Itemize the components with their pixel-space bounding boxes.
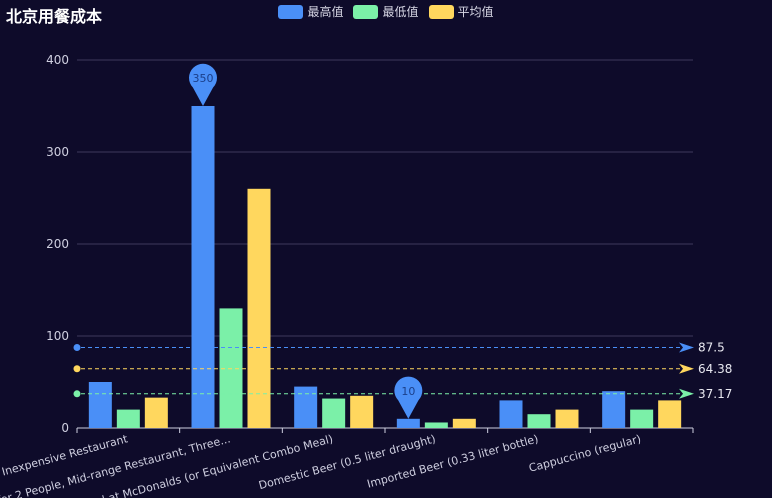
bar-min: [116, 409, 140, 428]
x-tick-label: Imported Beer (0.33 liter bottle): [366, 432, 540, 490]
legend-label-min: 最低值: [382, 5, 419, 19]
x-tick-label: Domestic Beer (0.5 liter draught): [257, 432, 437, 492]
mark-line-start-dot: [73, 390, 81, 398]
bar-avg: [247, 188, 271, 428]
bar-avg: [144, 397, 168, 428]
legend-swatch-max: [278, 4, 304, 19]
bar-max: [602, 391, 626, 428]
legend-item-min[interactable]: 最低值: [353, 3, 419, 20]
mark-point-pin: [189, 63, 218, 106]
bar-max: [294, 386, 318, 428]
legend-swatch-avg: [428, 4, 454, 19]
x-tick-label: Cappuccino (regular): [527, 432, 642, 474]
bar-max: [396, 418, 420, 428]
legend: 最高值 最低值 平均值: [0, 3, 772, 20]
bar-min: [527, 414, 551, 428]
mark-line-arrow: [679, 388, 694, 399]
mark-line-start-dot: [73, 365, 81, 373]
bar-min: [322, 398, 346, 428]
bar-avg: [658, 400, 682, 428]
mark-line-label: 37.17: [698, 387, 732, 401]
bar-max: [191, 106, 215, 428]
mark-point-label: 350: [193, 72, 214, 85]
legend-swatch-min: [353, 4, 379, 19]
y-tick-label: 400: [46, 53, 69, 67]
bar-avg: [452, 418, 476, 428]
bar-max: [88, 382, 112, 428]
legend-item-max[interactable]: 最高值: [278, 3, 343, 20]
y-tick-label: 200: [46, 237, 69, 251]
bar-max: [499, 400, 523, 428]
y-tick-label: 100: [46, 329, 69, 343]
bar-avg: [555, 409, 579, 428]
legend-label-max: 最高值: [307, 5, 344, 19]
legend-item-avg[interactable]: 平均值: [428, 3, 494, 20]
mark-line-arrow: [679, 342, 694, 353]
bar-min: [424, 422, 448, 428]
y-tick-label: 300: [46, 145, 69, 159]
mark-line-arrow: [679, 363, 694, 374]
bar-avg: [350, 395, 374, 428]
mark-line-start-dot: [73, 344, 81, 351]
chart-title: 北京用餐成本: [6, 7, 103, 26]
y-tick-label: 0: [61, 421, 69, 435]
mark-point-pin: [394, 376, 423, 419]
legend-label-avg: 平均值: [457, 5, 494, 19]
mark-line-label: 64.38: [698, 362, 732, 376]
bar-min: [630, 409, 654, 428]
mark-point-label: 10: [401, 385, 415, 398]
bar-min: [219, 308, 243, 428]
mark-line-label: 87.5: [698, 341, 725, 355]
